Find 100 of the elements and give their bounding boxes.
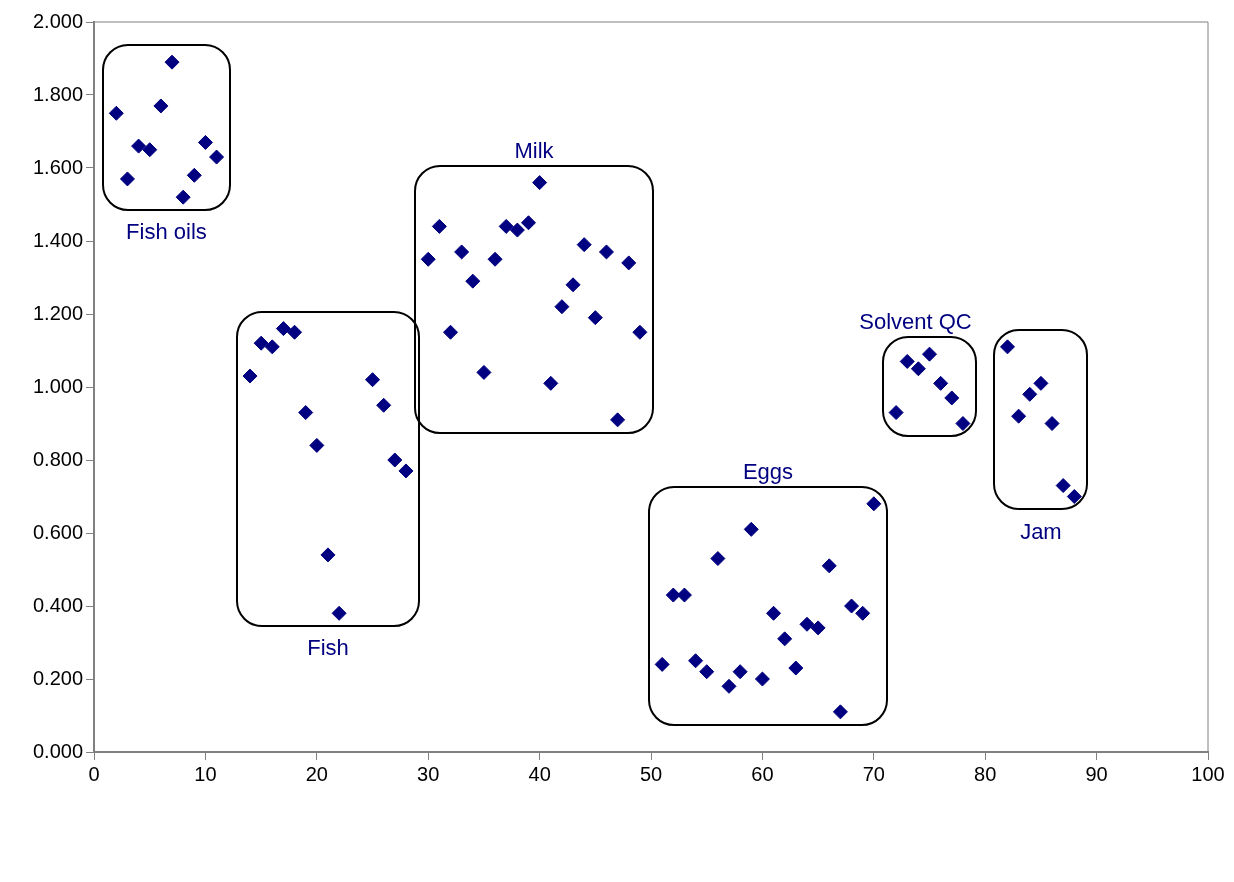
point — [142, 142, 158, 158]
point — [387, 452, 403, 468]
point — [821, 558, 837, 574]
y-tick-label: 1.200 — [32, 301, 84, 324]
point — [454, 244, 470, 260]
point — [688, 653, 704, 669]
point — [587, 310, 603, 326]
y-tick-label: 2.000 — [32, 9, 84, 32]
series-label: Jam — [1020, 518, 1062, 545]
y-tick-label: 0.200 — [32, 666, 84, 689]
x-tick-label: 90 — [1085, 762, 1108, 785]
point — [253, 335, 269, 351]
point — [710, 551, 726, 567]
point — [888, 405, 904, 421]
point — [1055, 478, 1071, 494]
point — [732, 664, 748, 680]
point — [287, 324, 303, 340]
point — [498, 218, 514, 234]
y-tick-label: 0.000 — [32, 739, 84, 762]
point — [431, 218, 447, 234]
point — [443, 324, 459, 340]
point — [899, 353, 915, 369]
y-tick-label: 1.800 — [32, 82, 84, 105]
point — [866, 496, 882, 512]
point — [665, 587, 681, 603]
point — [1044, 416, 1060, 431]
point — [465, 273, 481, 289]
point — [186, 167, 202, 183]
point — [264, 339, 280, 355]
point — [754, 671, 770, 687]
point — [175, 189, 191, 205]
point — [398, 463, 414, 479]
x-tick-label: 60 — [751, 762, 774, 785]
x-tick-label: 10 — [194, 762, 217, 785]
point — [944, 390, 960, 406]
x-tick-label: 70 — [862, 762, 885, 785]
point — [788, 660, 804, 676]
point — [275, 321, 291, 337]
point — [743, 521, 759, 537]
x-tick-label: 0 — [88, 762, 100, 785]
series-label: Solvent QC — [859, 309, 972, 336]
x-tick-label: 50 — [639, 762, 663, 785]
point — [520, 215, 536, 231]
point — [1033, 375, 1049, 391]
point — [543, 375, 559, 391]
point — [131, 138, 147, 154]
point — [721, 678, 737, 694]
point — [509, 222, 525, 238]
point — [654, 656, 670, 672]
point — [108, 105, 124, 121]
x-tick-label: 80 — [974, 762, 997, 785]
x-tick-label: 100 — [1191, 762, 1225, 785]
point — [298, 405, 314, 421]
y-tick-label: 1.000 — [32, 374, 84, 397]
point — [1011, 408, 1027, 424]
x-tick-label: 30 — [417, 762, 440, 785]
point — [565, 277, 581, 293]
point — [320, 547, 336, 563]
point — [610, 412, 626, 428]
point — [832, 704, 848, 720]
point — [242, 368, 258, 384]
point — [331, 605, 347, 621]
point — [554, 299, 570, 315]
point — [1022, 386, 1038, 402]
point — [844, 598, 860, 614]
point — [209, 149, 225, 165]
point — [922, 346, 938, 362]
point — [766, 605, 782, 621]
series-label: Eggs — [742, 458, 794, 485]
point — [810, 620, 826, 636]
point — [197, 134, 213, 150]
point — [777, 631, 793, 647]
point — [632, 324, 648, 340]
point — [164, 54, 180, 70]
point — [910, 361, 926, 377]
point — [365, 372, 381, 388]
series-label: Milk — [514, 137, 554, 164]
y-tick-label: 0.400 — [32, 593, 84, 616]
point — [955, 416, 971, 431]
point — [933, 375, 949, 391]
x-tick-label: 20 — [305, 762, 328, 785]
point — [676, 587, 692, 603]
point — [153, 98, 169, 114]
series-label: Fish oils — [126, 219, 207, 246]
point — [999, 339, 1015, 355]
point — [699, 664, 715, 680]
point — [598, 244, 614, 260]
y-tick-label: 0.800 — [32, 447, 84, 470]
point — [376, 397, 392, 413]
point — [532, 175, 548, 191]
point — [119, 171, 135, 187]
point — [855, 605, 871, 621]
point — [309, 437, 325, 453]
y-tick-label: 0.600 — [32, 520, 84, 543]
point — [576, 237, 592, 253]
series-label: Fish — [307, 635, 349, 662]
point — [621, 255, 637, 271]
point — [487, 251, 503, 267]
point — [1066, 489, 1082, 504]
point — [420, 251, 436, 267]
